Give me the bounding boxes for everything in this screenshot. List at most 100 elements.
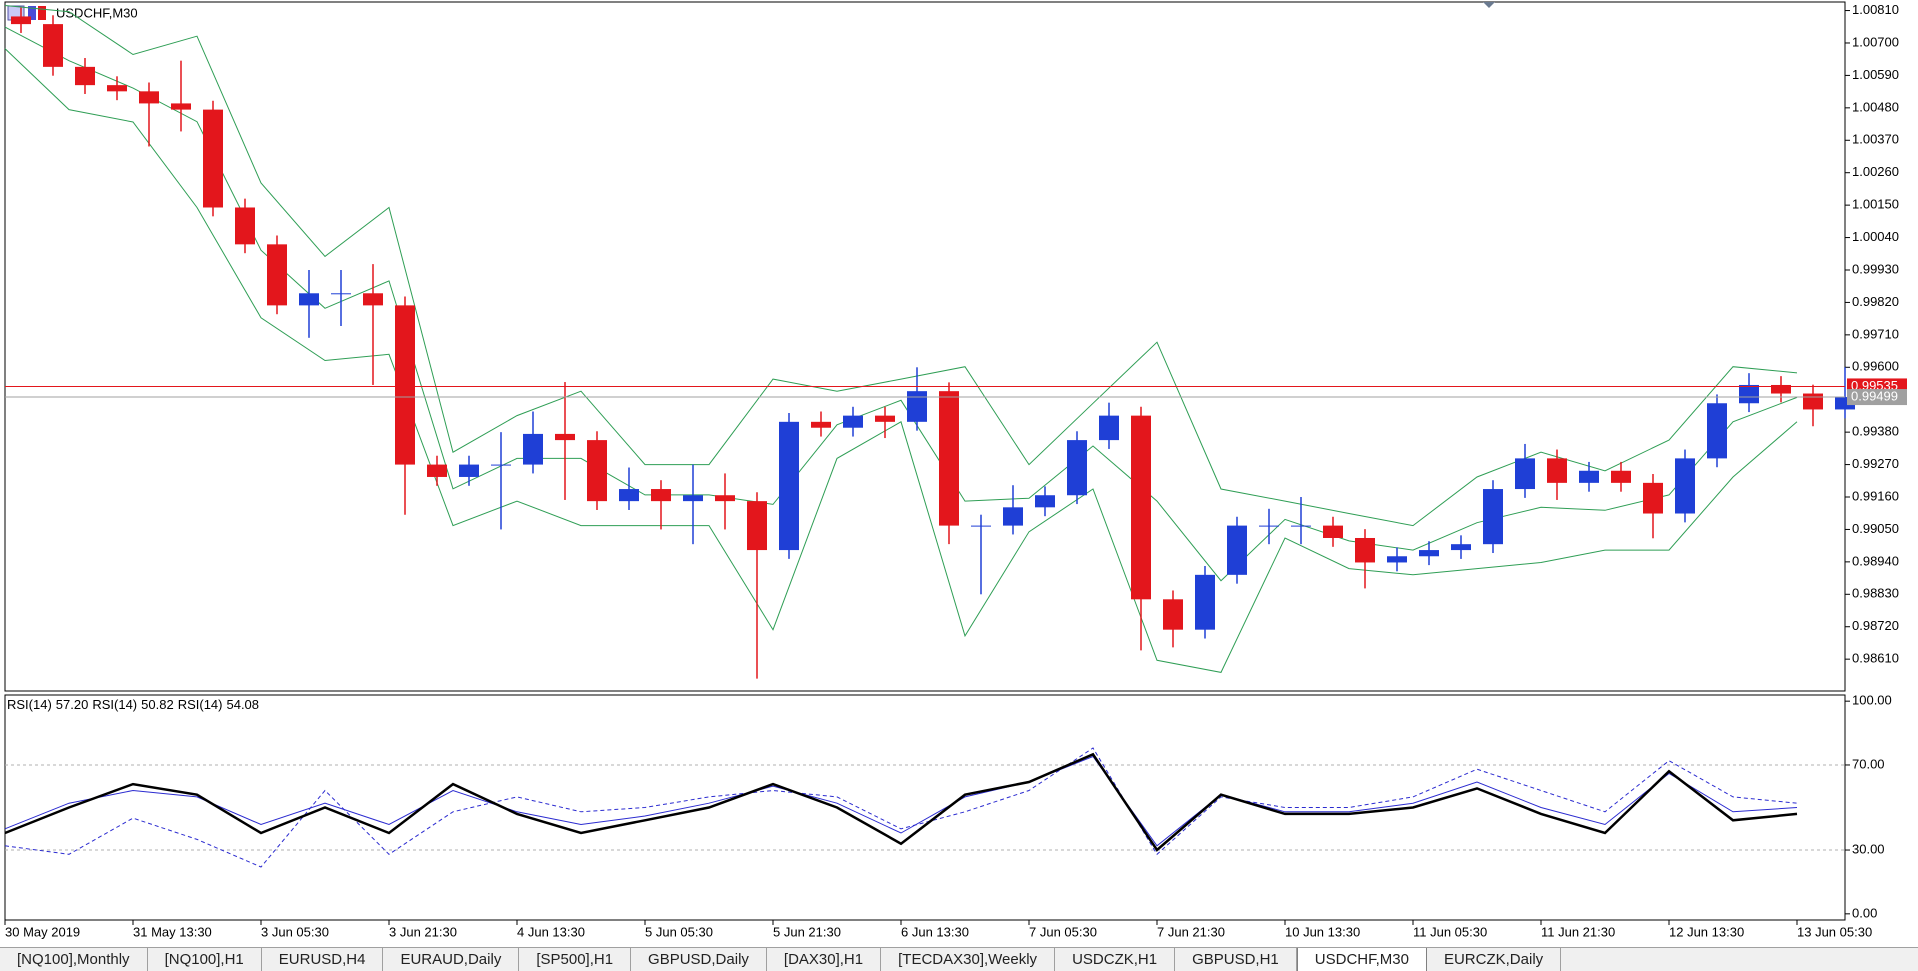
rsi-panel <box>4 694 1846 921</box>
chart-tab[interactable]: EURUSD,H4 <box>262 948 384 971</box>
y-tick-label: 0.99930 <box>1852 261 1899 276</box>
x-tick-label: 5 Jun 05:30 <box>645 924 713 939</box>
candle-body <box>43 24 63 67</box>
candle-body <box>299 293 319 306</box>
rsi-value: 54.08 <box>226 697 259 712</box>
x-tick-label: 10 Jun 13:30 <box>1285 924 1360 939</box>
candle-body <box>1291 525 1311 527</box>
x-tick-label: 31 May 13:30 <box>133 924 212 939</box>
candle-body <box>1643 482 1663 514</box>
candle-body <box>875 415 895 422</box>
candle-body <box>1547 458 1567 483</box>
candle-body <box>587 440 607 502</box>
candle-body <box>1387 556 1407 563</box>
candle-body <box>747 501 767 551</box>
y-tick-label: 1.00040 <box>1852 229 1899 244</box>
chart-tab[interactable]: GBPUSD,H1 <box>1175 948 1297 971</box>
symbol-label: USDCHF,M30 <box>56 5 138 20</box>
y-tick-label: 0.98940 <box>1852 553 1899 568</box>
rsi-line <box>4 755 1798 847</box>
candle-body <box>1739 384 1759 404</box>
y-tick-label: 0.00 <box>1852 905 1877 920</box>
y-tick-label: 0.99270 <box>1852 456 1899 471</box>
y-tick-label: 1.00810 <box>1852 2 1899 17</box>
x-tick-label: 5 Jun 21:30 <box>773 924 841 939</box>
candle-body <box>1035 495 1055 508</box>
shift-marker <box>1483 2 1495 8</box>
chart-tab[interactable]: [TECDAX30],Weekly <box>881 948 1056 971</box>
candle-body <box>267 244 287 306</box>
x-tick-label: 13 Jun 05:30 <box>1797 924 1872 939</box>
y-tick-label: 100.00 <box>1852 693 1892 708</box>
rsi-line <box>4 752 1798 852</box>
chart-tab[interactable]: USDCZK,H1 <box>1055 948 1176 971</box>
y-tick-label: 0.99710 <box>1852 326 1899 341</box>
candle-body <box>1675 458 1695 514</box>
y-tick-label: 0.99160 <box>1852 488 1899 503</box>
candle-body <box>1707 403 1727 459</box>
chart-tab[interactable]: [NQ100],H1 <box>148 948 262 971</box>
candle-body <box>779 421 799 551</box>
y-tick-label: 1.00260 <box>1852 164 1899 179</box>
rsi-value: 50.82 <box>141 697 174 712</box>
candle-body <box>107 85 127 92</box>
chart-tab[interactable]: EURAUD,Daily <box>383 948 520 971</box>
candle-body <box>1355 537 1375 563</box>
x-tick-label: 3 Jun 05:30 <box>261 924 329 939</box>
candle-body <box>523 433 543 465</box>
rsi-name: RSI(14) <box>178 697 223 712</box>
tab-bar: [NQ100],Monthly [NQ100],H1 EURUSD,H4 EURAUD… <box>0 947 1918 971</box>
rsi-name: RSI(14) <box>92 697 137 712</box>
chart-tab[interactable]: [NQ100],Monthly <box>0 948 148 971</box>
candle-body <box>139 91 159 104</box>
candle-body <box>971 525 991 527</box>
y-tick-label: 0.98610 <box>1852 651 1899 666</box>
candle-body <box>619 489 639 502</box>
chart-tab[interactable]: [SP500],H1 <box>519 948 632 971</box>
candle-body <box>1131 415 1151 600</box>
rsi-header: RSI(14) 57.20 RSI(14) 50.82 RSI(14) 54.08 <box>7 697 259 712</box>
x-tick-label: 7 Jun 05:30 <box>1029 924 1097 939</box>
chart-tab[interactable]: USDCHF,M30 <box>1296 948 1427 971</box>
candle-body <box>1003 507 1023 526</box>
rsi-name: RSI(14) <box>7 697 52 712</box>
candle-body <box>171 103 191 110</box>
chart-tab[interactable]: EURCZK,Daily <box>1427 948 1562 971</box>
candle-body <box>427 464 447 477</box>
candle-body <box>75 66 95 86</box>
rsi-line <box>4 747 1798 868</box>
y-tick-label: 70.00 <box>1852 756 1885 771</box>
candle-body <box>1611 470 1631 483</box>
candle-body <box>811 421 831 428</box>
candle-body <box>1259 525 1279 527</box>
chart-tab[interactable]: [DAX30],H1 <box>767 948 882 971</box>
candle-body <box>1227 525 1247 575</box>
y-tick-label: 0.99380 <box>1852 424 1899 439</box>
candle-body <box>1067 440 1087 496</box>
candle-body <box>11 16 31 25</box>
y-tick-label: 1.00590 <box>1852 67 1899 82</box>
price-label-box <box>1847 389 1907 406</box>
candle-body <box>1419 550 1439 557</box>
chart-tab[interactable]: GBPUSD,Daily <box>631 948 767 971</box>
x-tick-label: 6 Jun 13:30 <box>901 924 969 939</box>
candle-body <box>715 495 735 502</box>
candle-body <box>203 109 223 208</box>
y-tick-label: 0.98830 <box>1852 586 1899 601</box>
candle-body <box>363 293 383 306</box>
y-tick-label: 0.99600 <box>1852 359 1899 374</box>
candle-body <box>1451 544 1471 551</box>
x-tick-label: 3 Jun 21:30 <box>389 924 457 939</box>
candle-body <box>1163 599 1183 630</box>
rsi-value: 57.20 <box>56 697 89 712</box>
price-label: 0.99499 <box>1851 388 1898 403</box>
candle-body <box>1803 393 1823 410</box>
bollinger-band <box>4 48 1798 673</box>
x-tick-label: 12 Jun 13:30 <box>1669 924 1744 939</box>
candle-body <box>1483 489 1503 545</box>
x-tick-label: 30 May 2019 <box>5 924 80 939</box>
candle-body <box>843 415 863 428</box>
candle-body <box>651 489 671 502</box>
candle-body <box>491 464 511 466</box>
